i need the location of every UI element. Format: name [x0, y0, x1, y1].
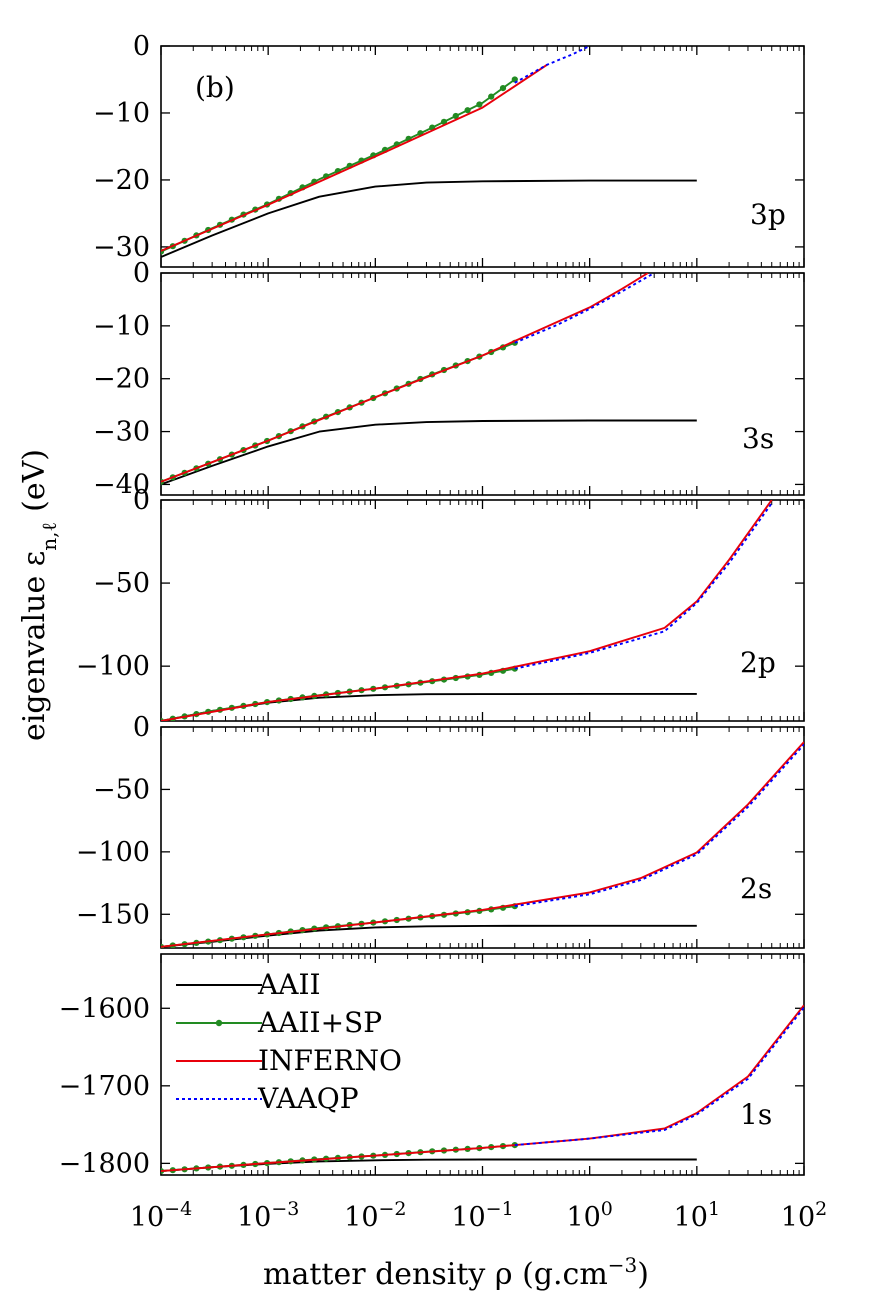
series-group-3p: [161, 46, 697, 258]
y-tick-label-2p: −100: [76, 651, 150, 682]
series-line-vaaqp-1s: [514, 1006, 804, 1147]
x-tick-label: 10−3: [237, 1198, 299, 1233]
aaii-sp-marker: [452, 112, 459, 120]
plot-frame-3s: [160, 272, 805, 496]
y-tick-label-2s: −100: [76, 837, 150, 868]
panel-3s: 0 −10 −20 −30 −40 3s: [93, 258, 805, 500]
aaii-sp-marker: [499, 85, 507, 92]
legend-label-vaaqp: VAAQP: [257, 1082, 359, 1115]
panel-label-3s: 3s: [742, 422, 774, 455]
panel-2s: 0 −50 −100 −150 2s: [76, 712, 805, 949]
y-tick-label-3s: −30: [93, 417, 150, 448]
series-line-inferno-1s: [161, 1004, 804, 1173]
panel-label-2p: 2p: [740, 646, 776, 679]
panel-2p: 0 −50 −100 2p: [76, 485, 805, 722]
legend-label-inferno: INFERNO: [258, 1044, 402, 1077]
y-axis-label-subscript: n,ℓ: [37, 522, 61, 551]
series-line-inferno-2p: [161, 500, 773, 721]
series-line-inferno-3s: [161, 273, 649, 483]
panel-label-2s: 2s: [740, 872, 772, 905]
series-line-inferno-3p: [161, 64, 548, 252]
x-axis-label: matter density ρ (g.cm−3): [263, 1253, 649, 1292]
legend-label-aaii: AAII: [257, 968, 321, 1001]
y-tick-label-3p: −10: [93, 98, 150, 129]
x-tick-label: 10−1: [451, 1198, 513, 1233]
aaii-sp-marker: [488, 93, 495, 100]
panel-label-3p: 3p: [750, 198, 786, 231]
y-tick-label-3s: 0: [133, 258, 150, 289]
series-group-2p: [161, 500, 773, 721]
y-tick-label-2p: −50: [93, 568, 150, 599]
x-axis-label-superscript: −3: [608, 1253, 637, 1277]
series-line-aaii-sp-3p: [161, 78, 516, 253]
legend-label-aaii-sp: AAII+SP: [257, 1006, 382, 1039]
y-tick-label-3p: −20: [93, 165, 150, 196]
y-tick-label-3p: 0: [133, 31, 150, 62]
series-line-aaii-3s: [161, 419, 697, 486]
series-group-3s: [161, 273, 697, 486]
series-line-inferno-2s: [161, 741, 804, 948]
y-tick-label-2s: 0: [133, 712, 150, 743]
y-tick-label-2s: −150: [76, 899, 150, 930]
y-tick-label-2p: 0: [133, 485, 150, 516]
y-tick-label-1s: −1800: [59, 1148, 150, 1179]
plot-frame-2s: [160, 726, 805, 949]
panel-tag-b: (b): [195, 71, 235, 104]
y-tick-label-3s: −40: [93, 469, 150, 500]
x-tick-label: 10−4: [130, 1198, 192, 1233]
aaii-sp-marker: [440, 118, 448, 125]
y-tick-label-3s: −20: [93, 364, 150, 395]
y-axis-label: eigenvalue εn,ℓ (eV): [17, 449, 61, 741]
series-line-aaii-3p: [161, 179, 697, 258]
series-line-vaaqp-3s: [514, 273, 655, 344]
legend-marker-aaii-sp: [215, 1019, 223, 1027]
x-axis-label-end: ): [637, 1257, 649, 1292]
x-axis-label-text: matter density ρ (g.cm: [263, 1257, 608, 1292]
plot-frame-2p: [160, 499, 805, 722]
x-tick-label: 102: [781, 1198, 827, 1233]
series-line-vaaqp-3p: [514, 46, 591, 84]
y-tick-label-2s: −50: [93, 774, 150, 805]
x-tick-label: 10−2: [344, 1198, 406, 1233]
y-tick-label-1s: −1700: [59, 1071, 150, 1102]
x-tick-label: 100: [566, 1198, 612, 1233]
y-axis-label-unit: (eV): [17, 449, 52, 512]
plot-frame-3p: [160, 45, 805, 268]
y-tick-label-1s: −1600: [59, 993, 150, 1024]
y-tick-label-3s: −10: [93, 311, 150, 342]
panel-1s: −1600 −1700 −1800 1s: [59, 953, 805, 1179]
aaii-sp-marker: [476, 101, 483, 108]
series-group-2s: [161, 741, 804, 948]
aaii-sp-marker: [464, 107, 471, 114]
panel-label-1s: 1s: [740, 1098, 772, 1131]
legend: AAII AAII+SP INFERNO VAAQP: [176, 968, 402, 1115]
series-line-vaaqp-2p: [514, 502, 773, 670]
panel-3p: 0 −10 −20 −30 3p: [93, 31, 805, 268]
y-axis-label-text: eigenvalue ε: [17, 551, 52, 741]
series-group-1s: [161, 1004, 804, 1175]
x-tick-labels: 10−4 10−3 10−2 10−1 100 101 102: [130, 1198, 827, 1233]
y-tick-label-3p: −30: [93, 232, 150, 263]
x-tick-label: 101: [674, 1198, 720, 1233]
